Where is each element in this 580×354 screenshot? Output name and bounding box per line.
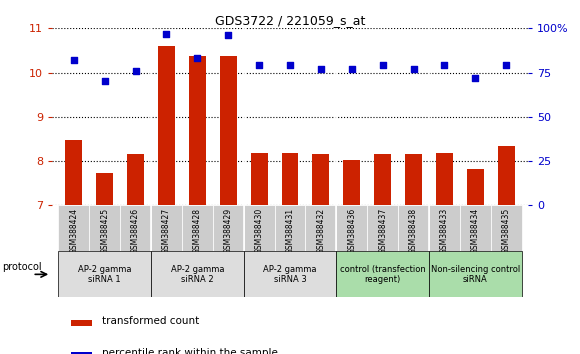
Text: transformed count: transformed count [102,316,200,326]
Bar [244,205,274,251]
Text: GSM388430: GSM388430 [255,207,264,254]
Point [316,66,325,72]
Bar [313,154,329,205]
Text: GSM388431: GSM388431 [285,207,295,254]
Text: GSM388436: GSM388436 [347,207,356,254]
Point [470,75,480,81]
Text: AP-2 gamma
siRNA 2: AP-2 gamma siRNA 2 [171,265,224,284]
Bar [120,205,151,251]
Bar [498,145,514,205]
Point [255,63,264,68]
Point [193,56,202,61]
Point [69,57,78,63]
Point [285,63,295,68]
Text: GSM388438: GSM388438 [409,207,418,254]
Bar [436,153,453,205]
Point [100,79,110,84]
Point [378,63,387,68]
Point [502,63,511,68]
Bar [71,320,92,326]
Text: GSM388435: GSM388435 [502,207,510,254]
Text: GSM388437: GSM388437 [378,207,387,254]
Text: GSM388424: GSM388424 [70,207,78,254]
Bar [89,205,120,251]
Text: GSM388432: GSM388432 [316,207,325,254]
Bar [460,205,491,251]
Point [131,68,140,74]
Text: GSM388426: GSM388426 [131,207,140,254]
Bar [189,56,206,205]
Title: GDS3722 / 221059_s_at: GDS3722 / 221059_s_at [215,14,365,27]
Bar [467,169,484,205]
Bar [158,46,175,205]
Point [347,66,356,72]
Point [440,63,449,68]
Point [409,66,418,72]
Point [224,33,233,38]
Bar [151,251,244,297]
Text: GSM388428: GSM388428 [193,207,202,253]
Bar [71,352,92,354]
Text: GSM388425: GSM388425 [100,207,109,254]
Text: protocol: protocol [2,262,42,273]
Bar [374,154,391,205]
Bar [96,173,113,205]
Text: AP-2 gamma
siRNA 1: AP-2 gamma siRNA 1 [78,265,132,284]
Bar [336,205,367,251]
Bar [182,205,213,251]
Text: GSM388433: GSM388433 [440,207,449,254]
Bar [306,205,336,251]
Bar [336,251,429,297]
Text: GSM388434: GSM388434 [471,207,480,254]
Point [162,31,171,36]
Bar [251,153,267,205]
Bar [66,140,82,205]
Bar [491,205,521,251]
Bar [367,205,398,251]
Bar [398,205,429,251]
Bar [429,251,521,297]
Text: Non-silencing control
siRNA: Non-silencing control siRNA [431,265,520,284]
Bar [59,251,151,297]
Bar [127,154,144,205]
Text: AP-2 gamma
siRNA 3: AP-2 gamma siRNA 3 [263,265,317,284]
Bar [213,205,244,251]
Bar [429,205,460,251]
Text: control (transfection
reagent): control (transfection reagent) [340,265,426,284]
Bar [59,205,89,251]
Bar [151,205,182,251]
Bar [220,56,237,205]
Bar [244,251,336,297]
Bar [405,154,422,205]
Text: GSM388427: GSM388427 [162,207,171,254]
Bar [274,205,306,251]
Bar [343,160,360,205]
Text: GSM388429: GSM388429 [224,207,233,254]
Text: percentile rank within the sample: percentile rank within the sample [102,348,278,354]
Bar [281,153,299,205]
